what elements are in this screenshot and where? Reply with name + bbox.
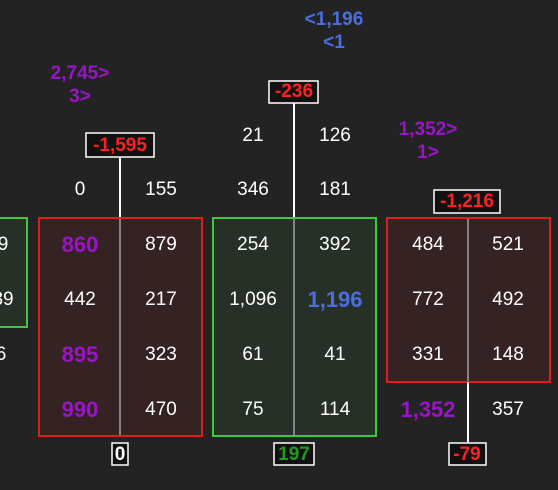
cell: 181 [319,179,351,200]
cell: 114 [320,399,351,420]
cell: 1,196 [307,287,362,312]
cell: 21 [242,125,263,146]
cell: 217 [145,289,177,310]
imbalance: 2,745> [51,63,110,84]
delta-box [433,189,501,214]
cell: 484 [412,234,444,255]
cell: 155 [145,179,177,200]
cell: 879 [145,234,177,255]
cell: 860 [62,232,99,257]
cell: 1,096 [229,289,277,310]
cell: 521 [492,234,524,255]
delta-box [85,132,155,158]
cell: 442 [64,289,96,310]
footer-box [448,442,487,466]
cell: 1,352 [400,397,455,422]
footer-box [273,442,315,466]
cell: 357 [492,399,524,420]
cell: 323 [145,344,177,365]
footer: 0 [115,444,126,465]
cell: 331 [412,344,444,365]
cell: 470 [145,399,177,420]
footer-box [111,442,129,466]
delta: -1,595 [93,135,147,156]
cell: 0 [75,179,86,200]
cell: 39 [0,289,14,310]
cell: 895 [62,342,99,367]
cell: 772 [412,289,444,310]
cell: 41 [324,344,345,365]
cell: 61 [242,344,263,365]
delta-box [268,80,319,104]
imbalance: 1> [417,142,439,163]
cell: 75 [242,399,263,420]
cell: 254 [237,234,269,255]
imbalance: 1,352> [399,119,458,140]
cell: 6 [0,344,6,365]
cell: 492 [492,289,524,310]
cell: 9 [0,234,8,255]
imbalance: <1 [323,32,345,53]
cell: 990 [62,397,99,422]
imbalance: <1,196 [305,9,364,30]
imbalance: 3> [69,86,91,107]
cluster-box [0,217,28,328]
cell: 148 [492,344,524,365]
cell: 392 [319,234,351,255]
delta: -236 [275,81,313,102]
footer: -79 [453,444,480,465]
cell: 346 [237,179,269,200]
footer: 197 [278,444,310,465]
delta: -1,216 [440,191,494,212]
cell: 126 [319,125,351,146]
